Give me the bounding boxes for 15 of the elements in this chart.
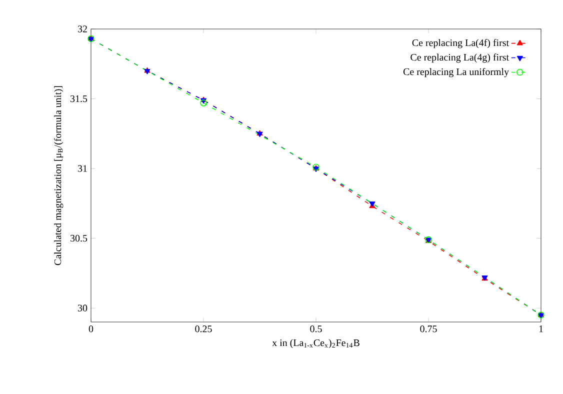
x-tick-label: 0.75 [420,326,437,332]
y-tick-label: 31 [78,165,87,172]
y-tick-label: 31.5 [70,95,88,102]
text: x in (La$_{1-x}$Ce$_{x}$)$_{2}$Fe$_{14}$B [272,339,360,348]
y-tick-label: 30.5 [70,234,88,242]
legend-label: Ce replacing La(4g) first [410,54,509,63]
x-tick-label: 0 [88,326,94,332]
x-tick-label: 0.25 [195,326,212,332]
x-tick-label: 0.5 [310,326,322,332]
y-tick-label: 30 [78,304,88,312]
legend-label: Ce replacing La uniformly [403,68,509,78]
y-axis-title: Calculated magnetization [μ$_{B}$/(formula unit)] [54,86,64,266]
y-tick-label: 32 [78,26,87,32]
legend-label: Ce replacing La(4f) first [412,39,509,48]
x-tick-label: 1 [539,326,543,332]
